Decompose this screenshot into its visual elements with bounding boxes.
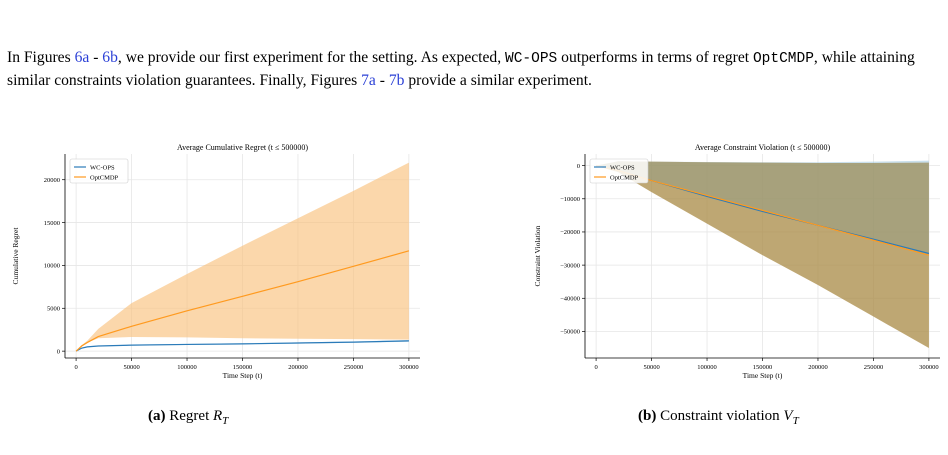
y-tick-label: 20000	[44, 177, 60, 184]
caption-var: R	[212, 408, 223, 424]
y-tick-label: 10000	[44, 263, 60, 270]
text-span: -	[375, 72, 389, 89]
caption-var: V	[783, 408, 793, 424]
y-tick-label: −30000	[560, 262, 580, 269]
x-tick-label: 50000	[123, 364, 139, 371]
figure-ref-6a[interactable]: 6a	[74, 49, 90, 66]
x-tick-label: 0	[594, 364, 597, 371]
text-span: provide a similar experiment.	[404, 72, 592, 89]
caption-b: (b) Constraint violation VT	[638, 408, 799, 427]
caption-tag: (b)	[638, 408, 657, 424]
text-span: In Figures	[7, 49, 75, 66]
text-span: outperforms in terms of regret	[557, 49, 753, 66]
x-tick-label: 300000	[399, 364, 419, 371]
figure-ref-7a[interactable]: 7a	[361, 72, 376, 89]
confidence-band-overlap	[596, 161, 929, 349]
figure-ref-6b[interactable]: 6b	[102, 49, 118, 66]
caption-text: Constraint violation	[660, 408, 784, 424]
y-tick-label: −50000	[560, 329, 580, 336]
legend-label: OptCMDP	[90, 174, 119, 181]
regret-chart: 0 50000 100000 150000 200000 250000 300000 0 500…	[11, 143, 420, 380]
method-name-optcmdp: OptCMDP	[752, 51, 814, 67]
y-tick-label: 0	[57, 348, 60, 355]
figure-ref-7b[interactable]: 7b	[388, 72, 405, 89]
x-tick-label: 250000	[344, 364, 364, 371]
y-tick-label: −40000	[560, 295, 580, 302]
legend-label: WC-OPS	[610, 164, 635, 171]
x-tick-label: 100000	[177, 364, 197, 371]
body-paragraph: In Figures 6a - 6b, we provide our first…	[7, 47, 942, 91]
y-axis-label: Cumulative Regret	[11, 227, 20, 285]
x-tick-label: 200000	[288, 364, 308, 371]
x-axis-label: Time Step (t)	[223, 371, 263, 380]
method-name-wcops: WC-OPS	[505, 51, 558, 67]
y-tick-label: 0	[577, 163, 580, 170]
text-span: , while attaining similar constraints vi…	[7, 49, 915, 89]
x-tick-label: 150000	[753, 364, 773, 371]
x-tick-label: 50000	[643, 364, 659, 371]
y-tick-label: −20000	[560, 229, 580, 236]
y-tick-label: −10000	[560, 196, 580, 203]
x-tick-label: 100000	[697, 364, 717, 371]
caption-tag: (a)	[148, 408, 166, 424]
y-axis-label: Constraint Violation	[533, 225, 542, 286]
caption-text: Regret	[169, 408, 213, 424]
series-line	[75, 250, 410, 352]
legend-label: WC-OPS	[90, 164, 115, 171]
x-tick-label: 250000	[864, 364, 884, 371]
x-tick-label: 150000	[233, 364, 253, 371]
text-span: -	[89, 49, 103, 66]
x-axis-label: Time Step (t)	[743, 371, 783, 380]
violation-chart: 0 50000 100000 150000 200000 250000 300000 0 −10…	[533, 143, 940, 380]
text-span: , we provide our first experiment for th…	[117, 49, 506, 66]
caption-sub: T	[222, 415, 229, 427]
y-tick-label: 5000	[47, 305, 60, 312]
caption-sub: T	[792, 415, 799, 427]
confidence-band	[76, 162, 409, 352]
x-tick-label: 200000	[808, 364, 828, 371]
x-tick-label: 0	[74, 364, 77, 371]
y-tick-label: 15000	[44, 220, 60, 227]
chart-title: Average Constraint Violation (t ≤ 500000…	[695, 143, 831, 152]
x-tick-label: 300000	[919, 364, 939, 371]
legend-label: OptCMDP	[610, 174, 639, 181]
caption-a: (a) Regret RT	[148, 408, 228, 427]
chart-title: Average Cumulative Regret (t ≤ 500000)	[177, 143, 308, 152]
series-line	[75, 340, 409, 352]
